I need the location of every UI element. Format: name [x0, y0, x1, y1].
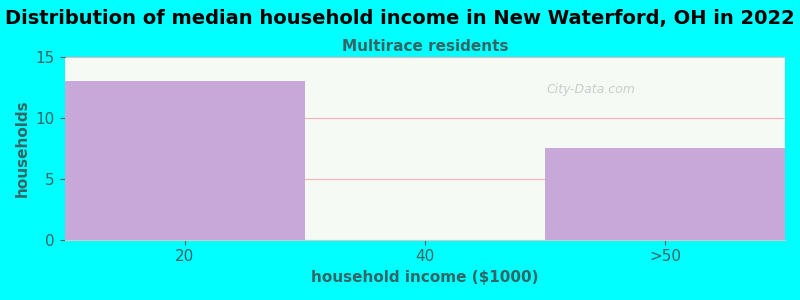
Text: Distribution of median household income in New Waterford, OH in 2022: Distribution of median household income …	[5, 9, 795, 28]
X-axis label: household income ($1000): household income ($1000)	[311, 270, 538, 285]
Bar	[65, 81, 305, 240]
Bar	[545, 148, 785, 240]
Text: City-Data.com: City-Data.com	[546, 83, 635, 96]
Title: Multirace residents: Multirace residents	[342, 39, 508, 54]
Y-axis label: households: households	[15, 99, 30, 197]
